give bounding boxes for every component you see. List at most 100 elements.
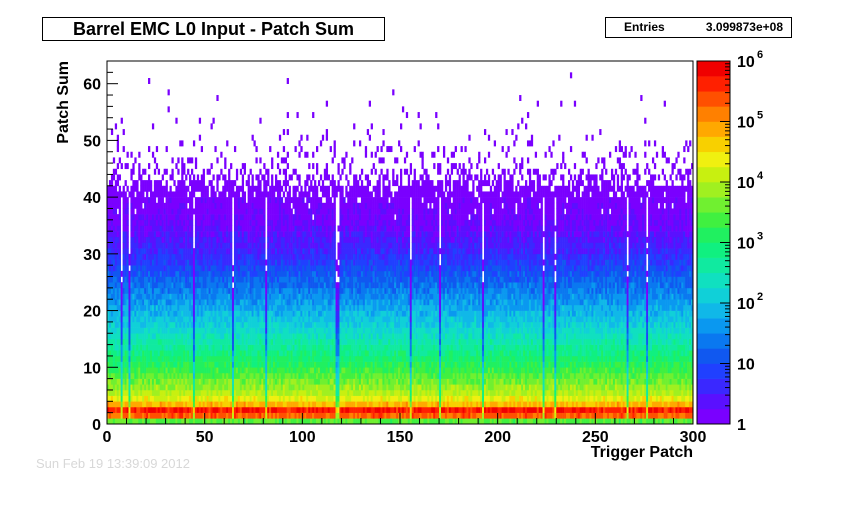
heatmap-cell [230, 395, 233, 402]
heatmap-cell [247, 395, 250, 402]
heatmap-cell [177, 401, 180, 408]
heatmap-cell [153, 401, 157, 408]
heatmap-cell [165, 395, 168, 402]
heatmap-cell [155, 163, 159, 170]
heatmap-cell [261, 276, 264, 283]
heatmap-cell [323, 248, 327, 255]
heatmap-cell [130, 350, 133, 357]
heatmap-cell [126, 185, 129, 192]
heatmap-cell [251, 327, 254, 334]
heatmap-cell [243, 304, 246, 311]
heatmap-cell [212, 236, 215, 243]
heatmap-cell [161, 384, 164, 391]
heatmap-cell [140, 293, 143, 300]
heatmap-cell [126, 316, 129, 323]
heatmap-cell [126, 299, 129, 306]
heatmap-cell [196, 321, 200, 328]
heatmap-cell [257, 214, 260, 221]
heatmap-cell [144, 316, 147, 323]
heatmap-cell [153, 406, 157, 413]
heatmap-cell [140, 344, 143, 351]
heatmap-cell [232, 327, 235, 334]
heatmap-cell [171, 214, 174, 221]
heatmap-cell [116, 140, 120, 147]
heatmap-cell [327, 208, 330, 215]
heatmap-cell [226, 350, 229, 357]
heatmap-cell [331, 378, 334, 385]
heatmap-cell [179, 361, 182, 368]
heatmap-cell [144, 401, 147, 408]
heatmap-cell [273, 316, 276, 323]
heatmap-cell [263, 197, 266, 204]
heatmap-cell [122, 304, 125, 311]
heatmap-cell [189, 333, 192, 340]
heatmap-cell [148, 384, 151, 391]
heatmap-cell [226, 321, 229, 328]
heatmap-cell [228, 168, 231, 175]
heatmap-cell [116, 259, 120, 266]
heatmap-cell [296, 185, 299, 192]
heatmap-cell [204, 225, 207, 232]
heatmap-cell [228, 208, 231, 215]
heatmap-cell [319, 338, 323, 345]
heatmap-cell [171, 304, 174, 311]
heatmap-cell [214, 236, 217, 243]
heatmap-cell [314, 367, 317, 374]
heatmap-cell [306, 287, 309, 294]
heatmap-cell [259, 219, 262, 226]
heatmap-cell [316, 225, 319, 232]
heatmap-cell [210, 231, 213, 238]
heatmap-cell [132, 338, 135, 345]
heatmap-cell [235, 355, 239, 362]
heatmap-cell [169, 401, 172, 408]
heatmap-cell [146, 202, 149, 209]
heatmap-cell [300, 350, 303, 357]
heatmap-cell [179, 259, 182, 266]
heatmap-cell [140, 253, 143, 260]
heatmap-cell [284, 270, 287, 277]
heatmap-cell [130, 225, 133, 232]
heatmap-cell [187, 219, 190, 226]
heatmap-cell [290, 344, 293, 351]
heatmap-cell [259, 157, 262, 164]
heatmap-cell [218, 361, 221, 368]
heatmap-cell [300, 316, 303, 323]
heatmap-cell [253, 418, 256, 425]
heatmap-cell [316, 327, 319, 334]
heatmap-cell [132, 321, 135, 328]
heatmap-cell [284, 282, 287, 289]
heatmap-cell [284, 265, 287, 272]
heatmap-cell [107, 372, 110, 379]
heatmap-cell [120, 395, 123, 402]
heatmap-cell [165, 304, 168, 311]
heatmap-cell [327, 372, 330, 379]
heatmap-cell [331, 395, 334, 402]
heatmap-cell [273, 395, 276, 402]
heatmap-cell [298, 231, 301, 238]
heatmap-cell [126, 378, 129, 385]
heatmap-cell [216, 389, 219, 396]
heatmap-cell [304, 287, 307, 294]
heatmap-cell [140, 265, 143, 272]
heatmap-cell [298, 259, 301, 266]
heatmap-cell [132, 355, 135, 362]
heatmap-cell [134, 202, 137, 209]
heatmap-cell [323, 242, 327, 249]
heatmap-cell [110, 259, 114, 266]
heatmap-cell [288, 276, 291, 283]
heatmap-cell [325, 191, 329, 198]
heatmap-cell [276, 378, 280, 385]
heatmap-cell [204, 253, 207, 260]
heatmap-cell [122, 327, 125, 334]
heatmap-cell [292, 327, 295, 334]
heatmap-cell [292, 219, 295, 226]
heatmap-cell [190, 401, 194, 408]
heatmap-cell [245, 344, 248, 351]
heatmap-cell [298, 248, 301, 255]
heatmap-cell [273, 287, 276, 294]
heatmap-cell [190, 265, 194, 272]
heatmap-cell [245, 412, 248, 419]
heatmap-cell [251, 214, 254, 221]
heatmap-cell [196, 287, 200, 294]
heatmap-cell [189, 293, 192, 300]
